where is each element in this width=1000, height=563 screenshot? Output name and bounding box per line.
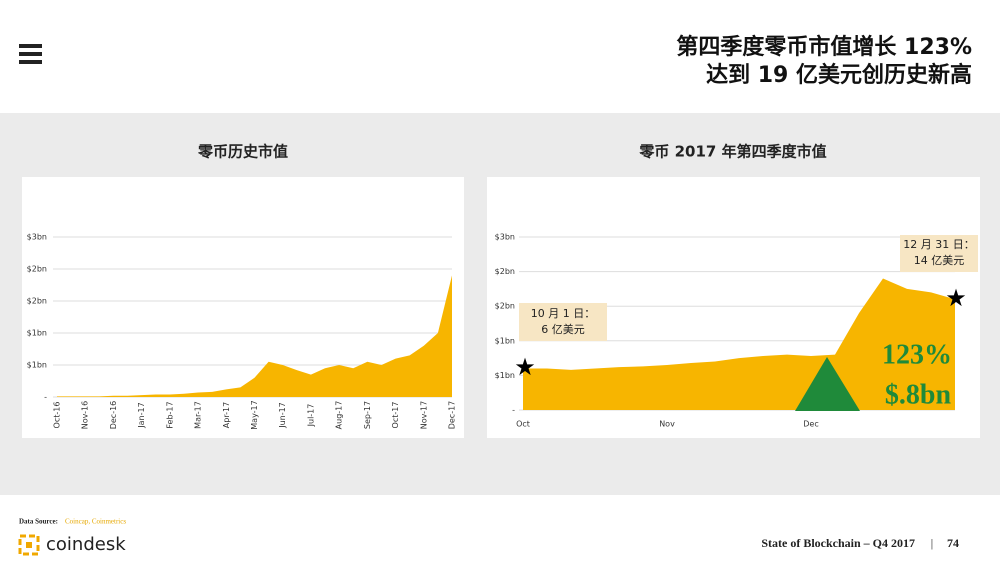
annotation-box xyxy=(519,303,607,341)
x-tick-label: Jun-17 xyxy=(278,402,287,429)
chart: - $1bn $1bn $2bn $2bn $3bn Oct-16 Nov-16 Dec-16 J… xyxy=(27,233,457,430)
annotation: 6 亿美元 xyxy=(541,323,585,336)
x-tick-label: Dec xyxy=(803,420,818,429)
star: ★ xyxy=(514,353,536,381)
chart-panel xyxy=(22,177,464,438)
page-number: 74 xyxy=(947,536,959,550)
star: ★ xyxy=(945,284,967,312)
slide-title: 第四季度零币市值增长 123% xyxy=(676,34,972,60)
x-tick-label: Nov xyxy=(659,420,675,429)
separator: | xyxy=(931,536,933,550)
chart-title: 零币历史市值 xyxy=(197,143,288,161)
chart-title: 零币 2017 年第四季度市值 xyxy=(638,143,826,161)
x-tick-label: May-17 xyxy=(250,400,259,429)
y-tick-label: $1bn xyxy=(495,336,515,345)
source-links[interactable]: Coincap, Coinmetrics xyxy=(65,518,126,526)
y-tick-label: $3bn xyxy=(495,233,515,242)
x-tick-label: Sep-17 xyxy=(363,401,372,429)
brand-name: coindesk xyxy=(46,534,126,555)
up-triangle xyxy=(795,357,860,411)
growth-label: $.8bn xyxy=(885,379,952,410)
y-tick-label: $3bn xyxy=(27,233,47,242)
x-tick-label: Jul-17 xyxy=(306,404,315,428)
y-tick-label: $2bn xyxy=(495,302,515,311)
y-tick-label: $2bn xyxy=(495,267,515,276)
y-tick-label: $2bn xyxy=(27,265,47,274)
area xyxy=(523,278,955,410)
annotation: 10 月 1 日： xyxy=(531,307,596,320)
x-tick-label: Mar-17 xyxy=(194,401,203,429)
area xyxy=(57,275,452,397)
x-tick-label: Nov-16 xyxy=(81,401,90,429)
chart: - $1bn $1bn $2bn $2bn $3bn Oct Nov Dec xyxy=(495,233,955,429)
x-tick-label: Apr-17 xyxy=(222,402,231,428)
x-tick-label: Nov-17 xyxy=(419,401,428,429)
brand-logo xyxy=(18,534,40,556)
y-tick-label: $2bn xyxy=(27,297,47,306)
x-tick-label: Oct-16 xyxy=(53,402,62,429)
source-label: Data Source: xyxy=(19,518,58,526)
slide-title: 达到 19 亿美元创历史新高 xyxy=(706,62,972,88)
report-name: State of Blockchain – Q4 2017 xyxy=(761,536,915,550)
growth-label: 123% xyxy=(882,339,952,370)
menu-icon[interactable] xyxy=(19,44,42,64)
x-tick-label: Dec-17 xyxy=(448,401,457,430)
y-tick-label: $1bn xyxy=(27,361,47,370)
annotation: 12 月 31 日： xyxy=(903,238,974,251)
y-tick-label: $1bn xyxy=(27,329,47,338)
x-tick-label: Jan-17 xyxy=(137,402,146,428)
x-tick-label: Oct-17 xyxy=(391,402,400,429)
x-tick-label: Dec-16 xyxy=(109,401,118,430)
x-tick-label: Aug-17 xyxy=(335,401,344,430)
y-tick-label: - xyxy=(44,393,47,402)
y-tick-label: $1bn xyxy=(495,371,515,380)
x-tick-label: Oct xyxy=(516,420,530,429)
y-tick-label: - xyxy=(512,406,515,415)
x-tick-label: Feb-17 xyxy=(165,401,174,428)
annotation: 14 亿美元 xyxy=(914,254,965,267)
annotation-box xyxy=(900,235,978,272)
